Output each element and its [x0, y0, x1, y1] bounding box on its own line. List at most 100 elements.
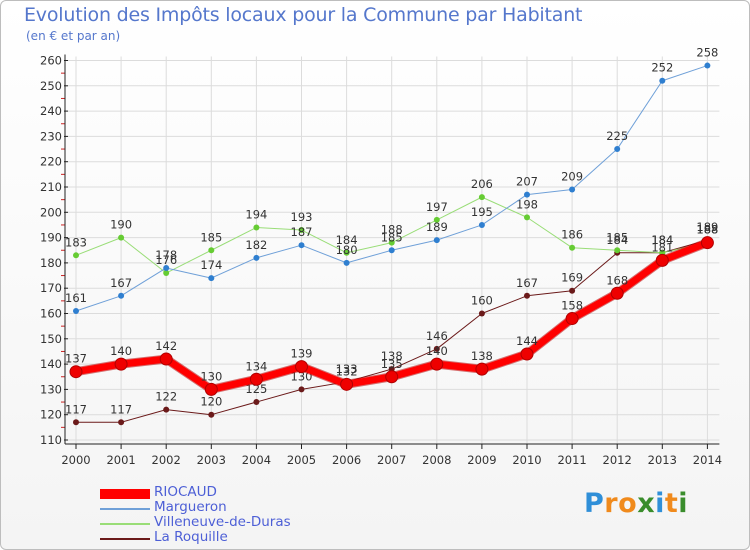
x-tick-label: 2000 — [61, 453, 90, 467]
data-point-la-roquille — [73, 419, 79, 426]
y-tick-label: 130 — [40, 382, 62, 396]
data-label-villeneuve-de-duras: 188 — [696, 223, 718, 237]
data-label-riocaud: 142 — [155, 339, 177, 353]
x-tick-label: 2005 — [287, 453, 316, 467]
data-point-la-roquille — [298, 386, 305, 393]
data-label-margueron: 161 — [65, 291, 87, 305]
data-label-riocaud: 181 — [651, 240, 673, 254]
data-point-riocaud — [385, 370, 399, 384]
data-point-margueron — [614, 146, 621, 153]
data-label-la-roquille: 146 — [426, 329, 448, 343]
data-point-villeneuve-de-duras — [208, 247, 215, 254]
y-tick-label: 180 — [40, 256, 62, 270]
data-label-riocaud: 134 — [245, 359, 267, 373]
data-point-riocaud — [114, 357, 128, 371]
legend-swatch-margueron — [100, 508, 150, 510]
logo-letter: i — [655, 488, 665, 519]
y-tick-label: 120 — [40, 408, 62, 422]
y-tick-label: 240 — [40, 104, 62, 118]
data-label-villeneuve-de-duras: 193 — [291, 210, 313, 224]
data-label-villeneuve-de-duras: 185 — [606, 230, 628, 244]
data-point-la-roquille — [208, 411, 215, 418]
data-label-margueron: 187 — [291, 225, 313, 239]
y-tick-label: 260 — [40, 54, 62, 68]
data-point-riocaud — [700, 236, 714, 250]
x-tick-label: 2010 — [512, 453, 541, 467]
data-point-la-roquille — [163, 406, 170, 413]
data-point-margueron — [433, 237, 440, 244]
data-point-riocaud — [565, 312, 579, 326]
legend-swatch-villeneuve-de-duras — [100, 523, 150, 525]
y-tick-label: 190 — [40, 231, 62, 245]
data-point-riocaud — [69, 365, 83, 379]
data-point-la-roquille — [569, 287, 576, 294]
data-point-riocaud — [340, 377, 354, 391]
data-label-riocaud: 140 — [426, 344, 448, 358]
data-label-margueron: 195 — [471, 205, 493, 219]
data-label-margueron: 167 — [110, 276, 132, 290]
data-point-margueron — [253, 254, 260, 261]
y-tick-label: 230 — [40, 129, 62, 143]
y-tick-label: 110 — [40, 433, 62, 447]
data-label-riocaud: 158 — [561, 299, 583, 313]
x-tick-label: 2011 — [557, 453, 586, 467]
data-label-villeneuve-de-duras: 183 — [65, 235, 87, 249]
y-tick-label: 220 — [40, 155, 62, 169]
x-tick-label: 2012 — [603, 453, 632, 467]
data-label-margueron: 180 — [336, 243, 358, 257]
data-point-riocaud — [159, 352, 173, 366]
data-label-la-roquille: 167 — [516, 276, 538, 290]
y-tick-label: 150 — [40, 332, 62, 346]
x-tick-label: 2014 — [693, 453, 722, 467]
proxiti-logo: Proxiti — [584, 488, 688, 519]
data-label-villeneuve-de-duras: 184 — [336, 233, 358, 247]
chart-subtitle: (en € et par an) — [26, 29, 121, 43]
data-label-riocaud: 137 — [65, 352, 87, 366]
data-point-margueron — [478, 221, 485, 228]
data-label-margueron: 209 — [561, 170, 583, 184]
legend-swatch-riocaud — [100, 489, 150, 499]
data-label-margueron: 189 — [426, 220, 448, 234]
x-tick-label: 2001 — [106, 453, 135, 467]
data-label-la-roquille: 117 — [110, 402, 132, 416]
data-label-riocaud: 132 — [336, 364, 358, 378]
data-label-la-roquille: 169 — [561, 271, 583, 285]
data-label-villeneuve-de-duras: 188 — [381, 223, 403, 237]
x-tick-label: 2013 — [648, 453, 677, 467]
data-point-riocaud — [475, 362, 489, 376]
data-label-la-roquille: 133 — [336, 362, 358, 376]
logo-letter: o — [618, 488, 638, 519]
data-label-riocaud: 188 — [696, 223, 718, 237]
data-point-margueron — [118, 292, 125, 299]
data-point-villeneuve-de-duras — [253, 224, 260, 231]
data-point-margueron — [569, 186, 576, 193]
data-label-margueron: 182 — [245, 238, 267, 252]
legend-label-riocaud: RIOCAUD — [154, 484, 217, 500]
x-tick-label: 2009 — [467, 453, 496, 467]
x-tick-label: 2007 — [377, 453, 406, 467]
data-point-riocaud — [204, 382, 218, 396]
data-point-villeneuve-de-duras — [73, 252, 79, 259]
data-label-margueron: 207 — [516, 175, 538, 189]
logo-letter: P — [584, 488, 605, 519]
data-point-margueron — [524, 191, 530, 198]
logo-letter: r — [604, 488, 619, 519]
data-label-riocaud: 144 — [516, 334, 538, 348]
legend-label-la-roquille: La Roquille — [154, 529, 228, 545]
x-tick-label: 2003 — [197, 453, 226, 467]
data-label-villeneuve-de-duras: 184 — [651, 233, 673, 247]
data-point-villeneuve-de-duras — [298, 227, 305, 234]
data-label-la-roquille: 160 — [471, 294, 493, 308]
data-label-margueron: 185 — [381, 230, 403, 244]
data-label-riocaud: 139 — [291, 347, 313, 361]
data-point-villeneuve-de-duras — [569, 244, 576, 251]
data-point-villeneuve-de-duras — [478, 194, 485, 201]
data-label-margueron: 258 — [696, 46, 718, 60]
y-tick-label: 140 — [40, 357, 62, 371]
data-point-margueron — [704, 62, 711, 69]
data-label-riocaud: 130 — [200, 369, 222, 383]
data-point-riocaud — [430, 357, 444, 371]
data-label-la-roquille: 122 — [155, 390, 177, 404]
